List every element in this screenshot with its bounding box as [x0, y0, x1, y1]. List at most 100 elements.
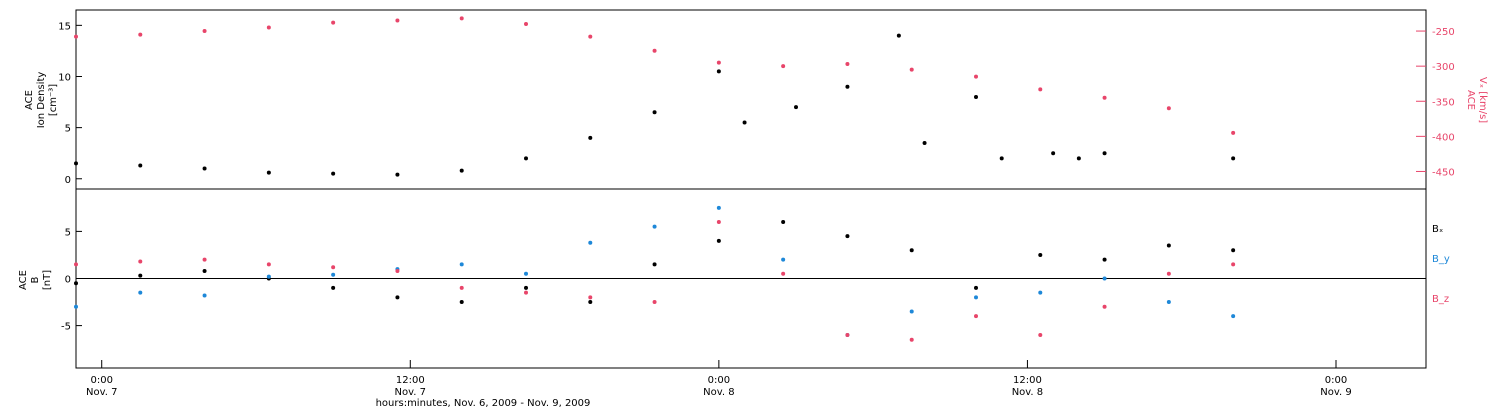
x-tick-date: Nov. 8 — [703, 387, 734, 398]
top-left-tick-label: 5 — [65, 124, 71, 135]
data-point — [1166, 271, 1171, 276]
top-panel: 0 5 10 15 -250 -300 -350 -400 -450 ACE Ion Dens… — [24, 9, 1488, 190]
data-point — [974, 94, 978, 99]
data-point — [999, 156, 1004, 161]
data-point — [794, 105, 798, 110]
bottom-data-points — [74, 205, 1236, 342]
x-tick-time: 0:00 — [90, 375, 112, 386]
data-point — [202, 293, 207, 298]
data-point — [138, 32, 143, 37]
data-point — [1038, 290, 1043, 295]
data-point — [524, 290, 528, 295]
x-tick-date: Nov. 7 — [395, 387, 426, 398]
data-point — [1231, 262, 1236, 267]
data-point — [922, 140, 927, 145]
x-tick-time: 12:00 — [1013, 375, 1042, 386]
legend-by: B_y — [1432, 254, 1450, 265]
data-point — [909, 67, 914, 72]
data-point — [138, 163, 143, 168]
data-point — [266, 262, 271, 267]
data-point — [909, 248, 914, 253]
data-point — [459, 16, 464, 21]
data-point — [1038, 252, 1043, 257]
data-point — [909, 337, 914, 342]
data-point — [331, 20, 336, 25]
data-point — [1102, 151, 1107, 156]
data-point — [459, 168, 464, 173]
top-panel-frame — [75, 9, 1427, 190]
data-point — [1166, 106, 1171, 111]
data-point — [524, 22, 528, 27]
data-point — [202, 29, 207, 34]
top-right-axis: -250 -300 -350 -400 -450 — [1416, 27, 1455, 178]
x-tick-date: Nov. 7 — [86, 387, 117, 398]
data-point — [588, 135, 593, 140]
data-point — [459, 285, 464, 290]
x-tick-time: 0:00 — [708, 375, 730, 386]
top-right-tick-label: -300 — [1432, 62, 1455, 73]
data-point — [1231, 248, 1236, 253]
data-point — [1166, 300, 1171, 305]
data-point — [845, 234, 850, 239]
data-point — [524, 271, 528, 276]
data-point — [716, 69, 721, 74]
bottom-tick-label: 5 — [65, 227, 71, 238]
legend-bz: B_z — [1432, 294, 1449, 305]
top-right-tick-label: -350 — [1432, 97, 1455, 108]
x-tick-time: 0:00 — [1325, 375, 1347, 386]
legend-bx: Bₓ — [1432, 224, 1443, 235]
data-point — [138, 259, 143, 264]
data-point — [1038, 333, 1043, 338]
data-point — [1102, 95, 1107, 100]
data-point — [588, 300, 593, 305]
data-point — [716, 60, 721, 65]
top-ylabel-right-2: Vₓ [km/s] — [1477, 77, 1488, 123]
data-point — [781, 271, 786, 276]
data-point — [781, 257, 786, 262]
top-left-tick-label: 10 — [58, 72, 71, 83]
bottom-tick-label: -5 — [61, 322, 71, 333]
data-point — [588, 295, 593, 300]
data-point — [1166, 243, 1171, 248]
top-ylabel-left-1: ACE — [24, 90, 35, 110]
bottom-ylabel-3: [nT] — [42, 270, 53, 290]
top-right-tick-label: -250 — [1432, 27, 1455, 38]
data-point — [896, 33, 901, 38]
data-point — [202, 257, 207, 262]
data-point — [1102, 276, 1107, 281]
data-point — [974, 295, 978, 300]
data-point — [652, 224, 657, 229]
data-point — [331, 171, 336, 176]
data-point — [845, 84, 850, 89]
data-point — [716, 205, 721, 210]
data-point — [742, 120, 747, 125]
data-point — [524, 156, 528, 161]
x-tick-date: Nov. 8 — [1012, 387, 1043, 398]
data-point — [652, 300, 657, 305]
bottom-ylabel-2: B — [30, 276, 41, 283]
bottom-panel: -5 0 5 ACE B [nT] Bₓ B_y B_z — [18, 188, 1450, 369]
data-point — [74, 34, 78, 39]
data-point — [1102, 257, 1107, 262]
data-point — [202, 166, 207, 171]
data-point — [845, 333, 850, 338]
data-point — [266, 274, 271, 279]
bottom-ylabel-1: ACE — [18, 270, 29, 290]
data-point — [395, 18, 400, 23]
data-point — [395, 295, 400, 300]
data-point — [652, 262, 657, 267]
data-point — [1231, 156, 1236, 161]
data-point — [331, 272, 336, 277]
data-point — [331, 285, 336, 290]
data-point — [781, 219, 786, 224]
data-point — [1102, 304, 1107, 309]
data-point — [1051, 151, 1056, 156]
data-point — [1038, 87, 1043, 92]
data-point — [652, 48, 657, 53]
top-left-tick-label: 0 — [65, 175, 71, 186]
top-data-points — [74, 16, 1236, 177]
data-point — [138, 273, 143, 278]
bottom-left-axis: -5 0 5 — [61, 227, 82, 333]
